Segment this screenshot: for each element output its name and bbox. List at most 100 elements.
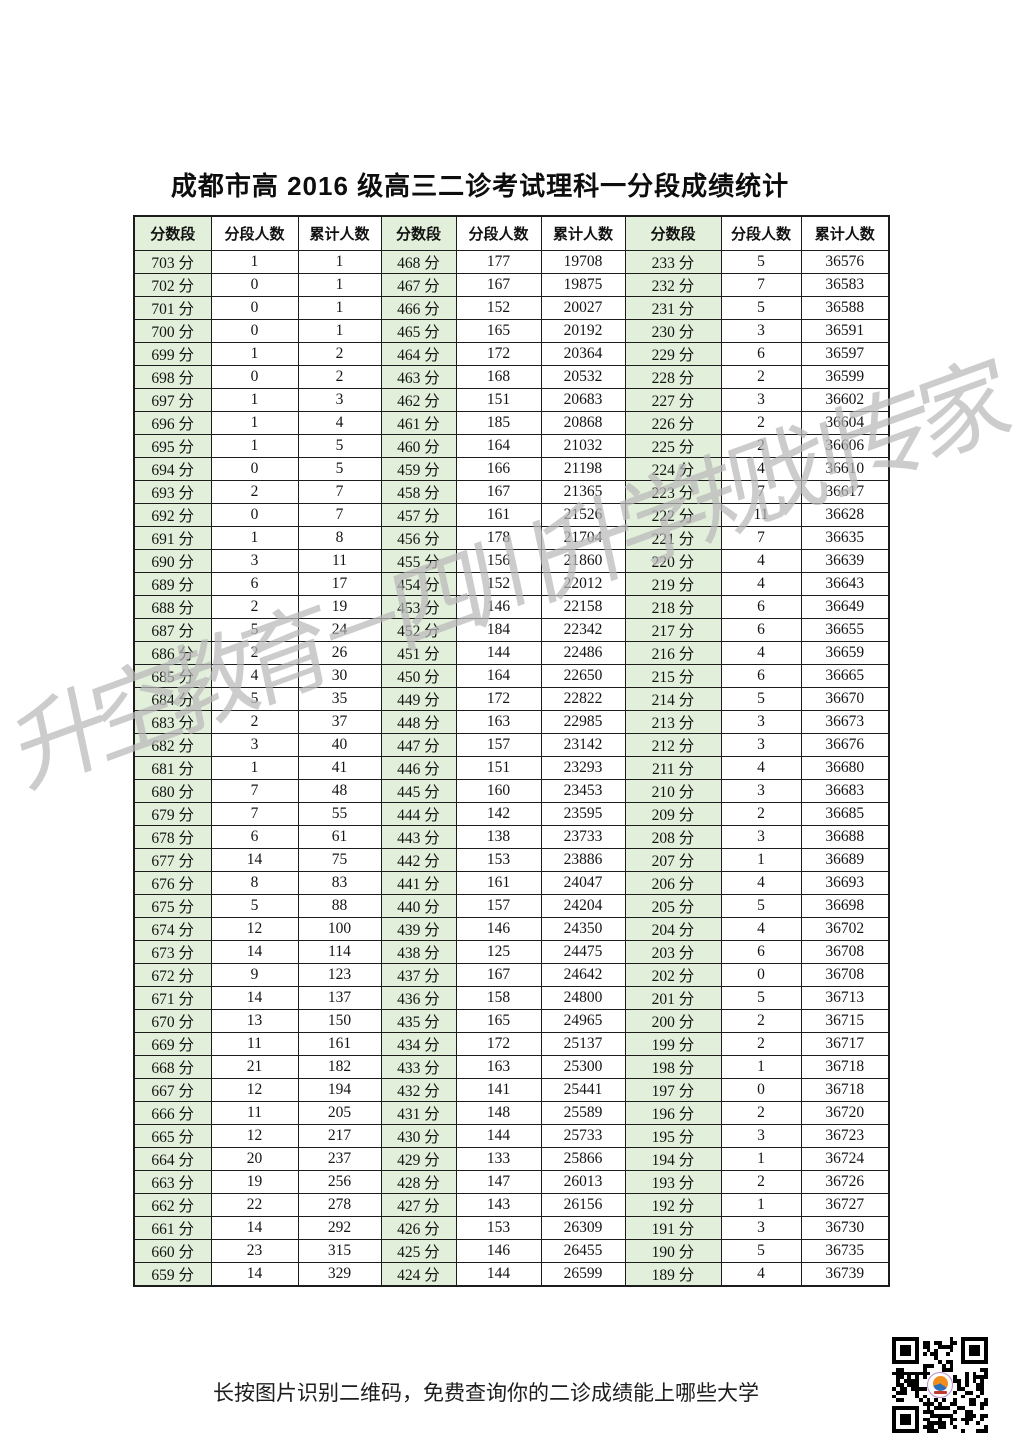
score-range-cell: 457 分 — [380, 502, 457, 527]
score-range-cell: 458 分 — [380, 479, 457, 504]
cumulative-count-cell: 24204 — [540, 893, 626, 918]
cumulative-count-cell: 30 — [297, 663, 382, 688]
score-range-cell: 202 分 — [624, 962, 722, 987]
segment-count-cell: 1 — [720, 847, 802, 872]
table-row: 696 分 1 4 461 分 185 20868 226 分 2 36604 — [133, 410, 890, 435]
table-row: 677 分 14 75 442 分 153 23886 207 分 1 36689 — [133, 847, 890, 872]
score-range-cell: 702 分 — [133, 272, 212, 297]
segment-count-cell: 1 — [210, 387, 299, 412]
table-row: 674 分 12 100 439 分 146 24350 204 分 4 36702 — [133, 916, 890, 941]
segment-count-cell: 1 — [210, 755, 299, 780]
cumulative-count-cell: 26309 — [540, 1215, 626, 1240]
score-range-cell: 675 分 — [133, 893, 212, 918]
cumulative-count-cell: 36724 — [800, 1146, 890, 1171]
cumulative-count-cell: 22822 — [540, 686, 626, 711]
segment-count-cell: 5 — [720, 249, 802, 274]
segment-count-cell: 4 — [720, 548, 802, 573]
cumulative-count-cell: 19875 — [540, 272, 626, 297]
cumulative-count-cell: 36649 — [800, 594, 890, 619]
cumulative-count-cell: 278 — [297, 1192, 382, 1217]
table-row: 688 分 2 19 453 分 146 22158 218 分 6 36649 — [133, 594, 890, 619]
cumulative-count-cell: 19 — [297, 594, 382, 619]
score-range-cell: 217 分 — [624, 617, 722, 642]
segment-count-cell: 5 — [720, 686, 802, 711]
cumulative-count-cell: 217 — [297, 1123, 382, 1148]
cumulative-count-cell: 23142 — [540, 732, 626, 757]
segment-count-cell: 152 — [455, 571, 542, 596]
score-range-cell: 449 分 — [380, 686, 457, 711]
score-range-cell: 465 分 — [380, 318, 457, 343]
cumulative-count-cell: 36730 — [800, 1215, 890, 1240]
cumulative-count-cell: 2 — [297, 341, 382, 366]
cumulative-count-cell: 100 — [297, 916, 382, 941]
score-range-cell: 667 分 — [133, 1077, 212, 1102]
segment-count-cell: 1 — [210, 410, 299, 435]
cumulative-count-cell: 20532 — [540, 364, 626, 389]
segment-count-cell: 7 — [720, 525, 802, 550]
segment-count-cell: 3 — [720, 1123, 802, 1148]
segment-count-cell: 2 — [210, 640, 299, 665]
segment-count-cell: 6 — [720, 341, 802, 366]
segment-count-cell: 11 — [210, 1031, 299, 1056]
segment-count-cell: 2 — [720, 1031, 802, 1056]
segment-count-cell: 14 — [210, 985, 299, 1010]
table-row: 681 分 1 41 446 分 151 23293 211 分 4 36680 — [133, 755, 890, 780]
segment-count-cell: 0 — [210, 502, 299, 527]
cumulative-count-cell: 36698 — [800, 893, 890, 918]
cumulative-count-cell: 22342 — [540, 617, 626, 642]
score-range-cell: 225 分 — [624, 433, 722, 458]
score-range-cell: 685 分 — [133, 663, 212, 688]
score-range-cell: 215 分 — [624, 663, 722, 688]
cumulative-count-cell: 1 — [297, 249, 382, 274]
segment-count-cell: 5 — [720, 1238, 802, 1263]
score-range-cell: 464 分 — [380, 341, 457, 366]
table-row: 692 分 0 7 457 分 161 21526 222 分 11 36628 — [133, 502, 890, 527]
score-range-cell: 688 分 — [133, 594, 212, 619]
cumulative-count-cell: 36718 — [800, 1077, 890, 1102]
score-range-cell: 451 分 — [380, 640, 457, 665]
score-range-cell: 233 分 — [624, 249, 722, 274]
score-range-cell: 692 分 — [133, 502, 212, 527]
segment-count-cell: 163 — [455, 709, 542, 734]
cumulative-count-cell: 26599 — [540, 1261, 626, 1286]
segment-count-cell: 4 — [720, 916, 802, 941]
score-range-cell: 424 分 — [380, 1261, 457, 1286]
cumulative-count-cell: 25866 — [540, 1146, 626, 1171]
segment-count-cell: 133 — [455, 1146, 542, 1171]
score-range-cell: 679 分 — [133, 801, 212, 826]
cumulative-count-cell: 20683 — [540, 387, 626, 412]
cumulative-count-cell: 36676 — [800, 732, 890, 757]
score-range-cell: 201 分 — [624, 985, 722, 1010]
score-range-cell: 227 分 — [624, 387, 722, 412]
cumulative-count-cell: 36708 — [800, 962, 890, 987]
segment-count-cell: 5 — [720, 893, 802, 918]
table-row: 672 分 9 123 437 分 167 24642 202 分 0 36708 — [133, 962, 890, 987]
segment-count-cell: 172 — [455, 1031, 542, 1056]
cumulative-count-cell: 21198 — [540, 456, 626, 481]
segment-count-cell: 156 — [455, 548, 542, 573]
cumulative-count-cell: 22985 — [540, 709, 626, 734]
score-range-cell: 459 分 — [380, 456, 457, 481]
segment-count-cell: 7 — [210, 801, 299, 826]
score-range-cell: 701 分 — [133, 295, 212, 320]
cumulative-count-cell: 26156 — [540, 1192, 626, 1217]
score-range-cell: 662 分 — [133, 1192, 212, 1217]
segment-count-cell: 163 — [455, 1054, 542, 1079]
table-row: 697 分 1 3 462 分 151 20683 227 分 3 36602 — [133, 387, 890, 412]
segment-count-cell: 14 — [210, 939, 299, 964]
cumulative-count-cell: 36720 — [800, 1100, 890, 1125]
score-range-cell: 425 分 — [380, 1238, 457, 1263]
cumulative-count-cell: 25441 — [540, 1077, 626, 1102]
score-range-cell: 224 分 — [624, 456, 722, 481]
segment-count-cell: 142 — [455, 801, 542, 826]
score-range-cell: 211 分 — [624, 755, 722, 780]
segment-count-cell: 1 — [720, 1054, 802, 1079]
table-row: 693 分 2 7 458 分 167 21365 223 分 7 36617 — [133, 479, 890, 504]
segment-count-cell: 148 — [455, 1100, 542, 1125]
score-range-cell: 672 分 — [133, 962, 212, 987]
cumulative-count-cell: 36628 — [800, 502, 890, 527]
segment-count-cell: 8 — [210, 870, 299, 895]
segment-count-cell: 184 — [455, 617, 542, 642]
score-range-cell: 427 分 — [380, 1192, 457, 1217]
cumulative-count-cell: 36683 — [800, 778, 890, 803]
